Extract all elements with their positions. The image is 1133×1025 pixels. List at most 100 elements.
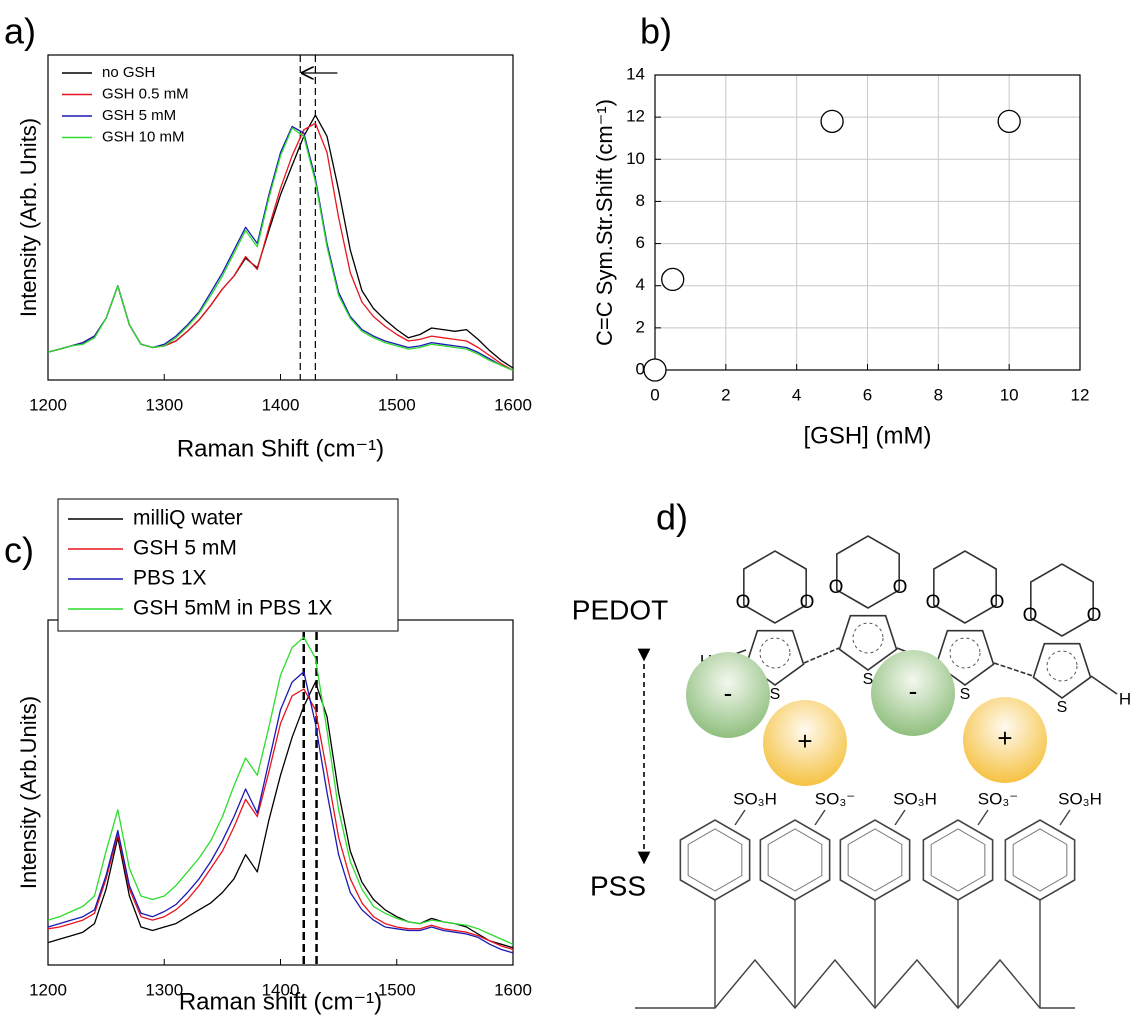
legend-label: GSH 0.5 mM [102,85,189,102]
polymer-backbone [635,958,1075,1010]
delocalization-circle [949,637,981,669]
x-tick-label: 1200 [29,395,67,414]
x-tick-label: 8 [934,385,943,404]
dioxane-ring [933,550,997,624]
bond [814,809,826,826]
bond [734,809,746,826]
benzene-inner [847,828,903,892]
diagram-text: O [893,577,908,598]
diagram-text: S [960,686,971,703]
bond [1090,675,1118,695]
diagram-text: O [926,592,941,613]
y-tick-label: 4 [636,275,645,294]
diagram-text: O [1087,605,1102,626]
x-tick-label: 4 [792,385,801,404]
spectrum-line [47,127,514,371]
x-tick-label: 1200 [29,980,67,999]
benzene-ring [679,819,751,901]
bond [1059,809,1071,826]
legend-label: milliQ water [133,507,243,530]
x-tick-label: 1300 [145,980,183,999]
benzene-inner [687,828,743,892]
legend-label: GSH 10 mM [102,128,185,145]
diagram-text: d) [656,497,688,538]
plot-frame [47,54,514,381]
ion [963,697,1047,783]
legend-label: GSH 5 mM [133,537,237,560]
legend-label: GSH 5 mM [102,107,176,124]
spectrum-line [47,688,514,951]
ion [871,650,955,736]
legend-label: PBS 1X [133,567,207,590]
benzene-ring [759,819,831,901]
spectrum-line [47,122,514,371]
diagram-text: O [990,592,1005,613]
diagram-text: + [797,726,812,756]
diagram-text: - [909,676,918,706]
x-tick-label: 2 [721,385,730,404]
panel-label: c) [4,530,34,571]
bond [803,647,840,664]
diagram-text: S [1057,699,1068,716]
diagram-text: SO₃H [733,789,777,808]
scatter-point [997,109,1021,134]
benzene-ring [839,819,911,901]
delocalization-circle [759,637,791,669]
x-axis-label: [GSH] (mM) [804,422,932,449]
dioxane-ring [1030,563,1094,637]
y-tick-label: 8 [636,191,645,210]
diagram-text: + [997,723,1012,753]
thiophene-ring [1032,642,1092,699]
delocalization-circle [1046,650,1078,682]
dioxane-ring [836,535,900,609]
benzene-ring [922,819,994,901]
plot-frame [47,619,514,966]
diagram-text: PSS [590,870,646,901]
spectrum-line [47,681,514,949]
y-tick-label: 12 [626,107,645,126]
x-tick-label: 1600 [494,395,532,414]
legend-label: no GSH [102,64,155,81]
y-axis-label: C=C Sym.Str.Shift (cm⁻¹) [592,99,617,346]
x-tick-label: 1600 [494,980,532,999]
scatter-point [661,267,685,292]
y-axis-label: Intensity (Arb.Units) [16,696,41,889]
y-tick-label: 10 [626,149,645,168]
x-tick-label: 0 [650,385,659,404]
diagram-text: SO₃⁻ [815,789,855,808]
x-tick-label: 1300 [145,395,183,414]
diagram-text: O [800,592,815,613]
diagram-text: O [736,592,751,613]
x-axis-label: Raman shift (cm⁻¹) [179,988,382,1015]
panel-label: a) [4,11,36,52]
benzene-ring [1004,819,1076,901]
x-tick-label: 1500 [378,980,416,999]
diagram-text: SO₃⁻ [978,789,1018,808]
x-tick-label: 12 [1071,385,1090,404]
ion [763,700,847,786]
x-tick-label: 1500 [378,395,416,414]
ion [686,652,770,738]
bond [977,809,989,826]
benzene-inner [1012,828,1068,892]
y-tick-label: 2 [636,317,645,336]
diagram-text: S [770,686,781,703]
y-axis-label: Intensity (Arb. Units) [16,118,41,317]
diagram-text: SO₃H [1058,789,1102,808]
x-tick-label: 1400 [262,395,300,414]
x-axis-label: Raman Shift (cm⁻¹) [177,435,384,462]
diagram-text: H [1119,689,1131,708]
diagram-text: - [724,678,733,708]
benzene-inner [930,828,986,892]
delocalization-circle [852,622,884,654]
diagram-text: SO₃H [893,789,937,808]
bond [894,809,906,826]
bond [993,662,1034,677]
diagram-text: S [863,671,874,688]
x-tick-label: 1400 [262,980,300,999]
panel-label: b) [640,11,672,52]
spectrum-line [47,671,514,954]
x-tick-label: 10 [1000,385,1019,404]
diagram-text: PEDOT [572,594,668,625]
